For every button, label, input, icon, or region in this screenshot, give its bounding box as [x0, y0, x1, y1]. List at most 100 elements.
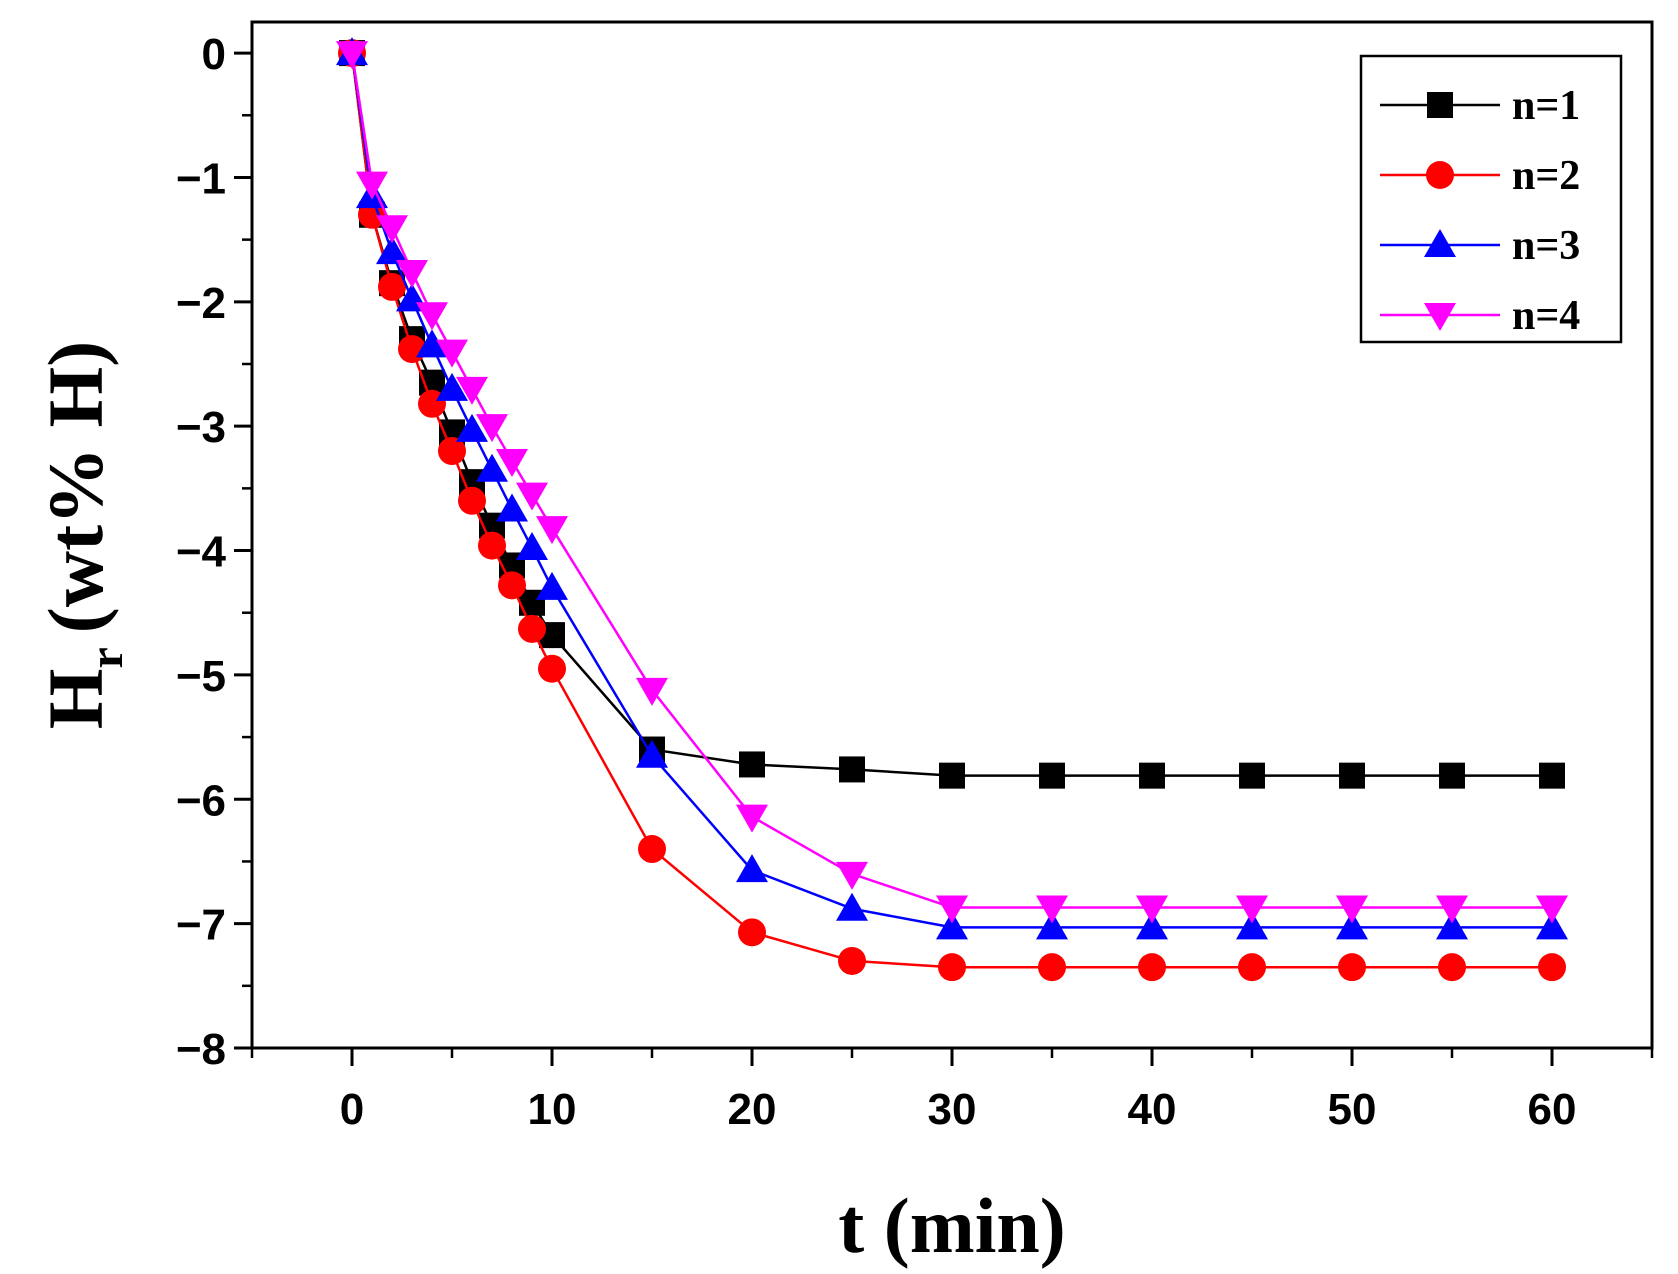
data-point	[638, 835, 666, 864]
data-point	[1436, 895, 1468, 924]
legend-label: n=1	[1512, 83, 1580, 129]
data-point	[1436, 911, 1468, 940]
data-point	[1136, 895, 1168, 924]
y-tick-label: −6	[176, 776, 226, 825]
data-point	[1438, 953, 1466, 982]
data-point	[1138, 953, 1166, 982]
y-tick-label: −5	[176, 652, 226, 701]
y-axis-title-units: (wt% H)	[32, 341, 119, 633]
data-point	[838, 946, 866, 975]
legend-marker	[1427, 92, 1453, 118]
data-point	[636, 677, 668, 706]
data-point	[478, 531, 506, 560]
data-point	[378, 272, 406, 301]
data-point	[1139, 762, 1165, 789]
y-tick-label: −7	[176, 901, 226, 950]
data-point	[436, 339, 468, 368]
legend-marker	[1424, 303, 1456, 331]
data-point	[1036, 911, 1068, 940]
legend: n=1 n=2 n=3 n=4	[1359, 54, 1623, 344]
data-point	[396, 259, 428, 288]
data-point	[739, 751, 765, 778]
y-axis-title-main: H	[32, 669, 119, 730]
legend-marker	[1426, 161, 1454, 189]
tick-labels: 0 10 20 30 40 50 60 0 −1 −2 −3 −4 −5 −6 −7 −8	[176, 30, 1577, 1134]
data-point	[516, 532, 548, 561]
y-tick-label: −3	[176, 403, 226, 452]
y-tick-label: −4	[176, 528, 227, 577]
legend-item: n=3	[1380, 223, 1580, 269]
y-tick-label: −1	[176, 154, 226, 203]
y-axis-title-subscript: r	[80, 647, 133, 668]
data-point	[736, 854, 768, 883]
data-point	[1238, 953, 1266, 982]
data-point	[496, 493, 528, 522]
legend-marker	[1424, 229, 1456, 257]
x-tick-label: 20	[728, 1085, 777, 1134]
data-point	[436, 372, 468, 401]
data-point	[1536, 911, 1568, 940]
data-point	[839, 756, 865, 783]
data-point	[1538, 953, 1566, 982]
data-point	[1536, 895, 1568, 924]
axis-ticks	[234, 51, 1654, 1066]
data-point	[1539, 762, 1565, 789]
data-point	[636, 739, 668, 768]
data-point	[1136, 911, 1168, 940]
legend-item: n=1	[1380, 83, 1580, 129]
data-point	[1038, 953, 1066, 982]
legend-label: n=3	[1512, 223, 1580, 269]
data-point	[738, 918, 766, 947]
data-point	[1039, 762, 1065, 789]
data-point	[1236, 911, 1268, 940]
x-tick-label: 30	[928, 1085, 977, 1134]
data-point	[1338, 953, 1366, 982]
data-point	[736, 804, 768, 833]
y-axis-title: Hr (wt% H)	[32, 341, 133, 729]
legend-label: n=4	[1512, 293, 1580, 339]
data-point	[536, 571, 568, 600]
data-point	[438, 437, 466, 466]
y-tick-label: −2	[176, 279, 226, 328]
data-point	[936, 911, 968, 940]
data-point	[476, 453, 508, 482]
data-point	[1336, 911, 1368, 940]
data-point	[939, 762, 965, 789]
data-point	[938, 953, 966, 982]
legend-label: n=2	[1512, 153, 1580, 199]
data-point	[476, 414, 508, 443]
x-tick-label: 0	[340, 1085, 364, 1134]
legend-item: n=2	[1380, 153, 1580, 199]
data-point	[496, 449, 528, 478]
data-point	[1339, 762, 1365, 789]
series-layer	[336, 37, 1568, 982]
data-point	[498, 571, 526, 600]
legend-item: n=4	[1380, 293, 1580, 339]
data-point	[1239, 762, 1265, 789]
x-tick-label: 10	[528, 1085, 577, 1134]
data-point	[416, 329, 448, 358]
data-point	[518, 614, 546, 643]
data-point	[836, 861, 868, 890]
data-point	[1036, 895, 1068, 924]
data-point	[1439, 762, 1465, 789]
data-point	[536, 516, 568, 545]
data-point	[376, 236, 408, 265]
data-point	[538, 654, 566, 683]
legend-items: n=1 n=2 n=3 n=4	[1380, 83, 1580, 339]
data-point	[416, 302, 448, 331]
data-point	[456, 413, 488, 442]
data-point	[516, 482, 548, 511]
data-point	[458, 486, 486, 515]
y-tick-label: 0	[202, 30, 226, 79]
series-2	[338, 39, 1566, 982]
data-point	[1236, 895, 1268, 924]
series-4	[336, 41, 1568, 924]
x-tick-label: 50	[1328, 1085, 1377, 1134]
x-tick-label: 40	[1128, 1085, 1177, 1134]
x-tick-label: 60	[1528, 1085, 1577, 1134]
y-tick-label: −8	[176, 1025, 226, 1074]
data-point	[1336, 895, 1368, 924]
data-point	[456, 376, 488, 405]
